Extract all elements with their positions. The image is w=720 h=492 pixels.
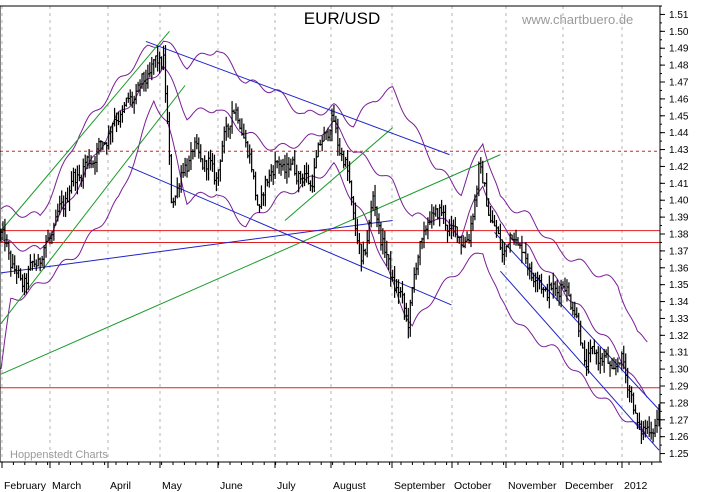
trend-line — [284, 127, 393, 221]
month-label: July — [277, 480, 296, 492]
grid — [1, 6, 623, 462]
chart-title: EUR/USD — [304, 9, 381, 28]
horizontal-levels — [0, 150, 660, 389]
month-label: May — [162, 480, 183, 492]
y-tick-label: 1.43 — [669, 145, 689, 156]
y-tick-label: 1.45 — [669, 111, 689, 122]
upper-band — [0, 40, 648, 343]
y-tick-label: 1.25 — [669, 449, 689, 460]
month-label: June — [220, 480, 243, 492]
y-tick-label: 1.44 — [669, 128, 689, 139]
month-label: February — [4, 480, 47, 492]
y-tick-label: 1.31 — [669, 348, 689, 359]
y-tick-label: 1.38 — [669, 230, 689, 241]
channel-line — [0, 219, 393, 274]
y-tick-label: 1.42 — [669, 162, 689, 173]
y-tick-label: 1.40 — [669, 196, 689, 207]
month-label: August — [333, 480, 366, 492]
month-label: 2012 — [624, 480, 648, 492]
y-tick-label: 1.49 — [669, 44, 689, 55]
month-label: November — [508, 480, 557, 492]
month-label: March — [52, 480, 81, 492]
lower-band — [0, 99, 648, 437]
y-tick-label: 1.50 — [669, 27, 689, 38]
trend-line — [0, 154, 501, 375]
x-axis: February March April May June July August Septe… — [1, 462, 653, 492]
month-label: October — [454, 480, 492, 492]
y-tick-label: 1.41 — [669, 179, 689, 190]
channel-line — [500, 270, 660, 451]
y-tick-label: 1.26 — [669, 432, 689, 443]
source-label: Hoppenstedt Charts — [10, 449, 108, 461]
y-tick-label: 1.48 — [669, 61, 689, 72]
month-label: September — [394, 480, 446, 492]
y-tick-label: 1.29 — [669, 382, 689, 393]
trend-lines — [0, 31, 501, 375]
y-tick-label: 1.46 — [669, 94, 689, 105]
y-tick-label: 1.37 — [669, 246, 689, 257]
price-bars — [0, 44, 661, 445]
trend-line — [0, 85, 186, 324]
watermark: www.chartbuero.de — [521, 12, 633, 27]
y-tick-label: 1.33 — [669, 314, 689, 325]
month-label: April — [110, 480, 131, 492]
y-tick-label: 1.47 — [669, 78, 689, 89]
y-axis: 1.25 1.26 1.27 1.28 1.29 1.30 1.31 1.32 1.33 1.34… — [660, 5, 689, 463]
channel-line — [145, 40, 450, 156]
channel-lines — [0, 40, 660, 451]
trend-line — [0, 31, 170, 231]
y-tick-label: 1.36 — [669, 263, 689, 274]
y-tick-label: 1.27 — [669, 415, 689, 426]
y-tick-label: 1.30 — [669, 365, 689, 376]
channel-line — [128, 165, 452, 306]
y-tick-label: 1.32 — [669, 331, 689, 342]
y-tick-label: 1.39 — [669, 213, 689, 224]
month-label: December — [565, 480, 614, 492]
y-tick-label: 1.28 — [669, 398, 689, 409]
y-tick-label: 1.35 — [669, 280, 689, 291]
y-tick-label: 1.51 — [669, 10, 689, 21]
y-tick-label: 1.34 — [669, 297, 689, 308]
